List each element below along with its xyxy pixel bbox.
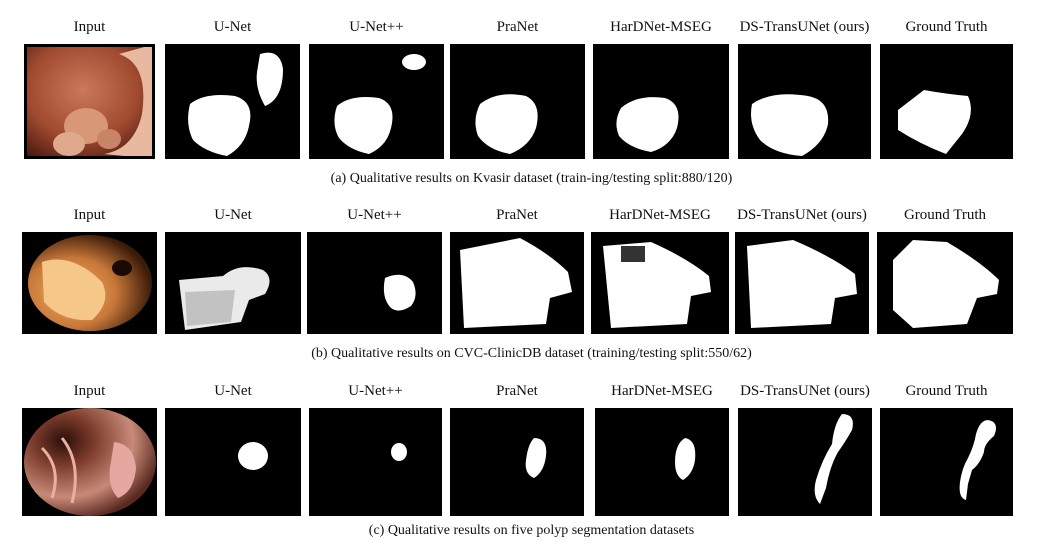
- unetpp-mask: [309, 408, 442, 516]
- dstransunet-cell: DS-TransUNet (ours): [738, 18, 871, 159]
- column-label: PraNet: [496, 383, 538, 399]
- unetpp-mask: [309, 44, 444, 159]
- caption-a: (a) Qualitative results on Kvasir datase…: [330, 171, 733, 186]
- unet-cell: U-Net: [165, 382, 301, 516]
- unet-mask: [165, 232, 301, 334]
- input-cell: Input: [24, 18, 155, 159]
- hardnet-mask: [591, 232, 729, 334]
- dstransunet-mask: [738, 408, 872, 516]
- ground-truth-cell: Ground Truth: [880, 18, 1013, 159]
- input-endoscopy-image: [22, 232, 157, 334]
- column-label: U-Net: [214, 207, 252, 223]
- pranet-mask: [450, 232, 584, 334]
- input-cell: Input: [22, 382, 157, 516]
- ground-truth-mask: [877, 232, 1013, 334]
- column-label: Input: [73, 19, 106, 35]
- column-label: DS-TransUNet (ours): [739, 19, 870, 35]
- hardnet-mask: [593, 44, 729, 159]
- dstransunet-cell: DS-TransUNet (ours): [738, 382, 872, 516]
- dstransunet-mask: [735, 232, 869, 334]
- column-label: U-Net: [214, 383, 252, 399]
- pranet-cell: PraNet: [450, 382, 584, 516]
- column-label: Ground Truth: [903, 207, 987, 223]
- column-label: HarDNet-MSEG: [610, 19, 712, 35]
- ground-truth-cell: Ground Truth: [880, 382, 1013, 516]
- column-label: U-Net: [213, 19, 252, 35]
- column-label: U-Net++: [348, 383, 403, 399]
- column-label: U-Net++: [349, 19, 404, 35]
- column-label: U-Net++: [347, 207, 402, 223]
- column-label: Input: [73, 383, 106, 399]
- unet-cell: U-Net: [165, 206, 301, 334]
- column-label: Input: [73, 207, 106, 223]
- unetpp-cell: U-Net++: [309, 18, 444, 159]
- pranet-cell: PraNet: [450, 206, 584, 334]
- column-label: DS-TransUNet (ours): [737, 207, 867, 223]
- column-label: HarDNet-MSEG: [611, 383, 713, 399]
- column-label: Ground Truth: [905, 19, 988, 35]
- dstransunet-mask: [738, 44, 871, 159]
- dstransunet-cell: DS-TransUNet (ours): [735, 206, 869, 334]
- ground-truth-mask: [880, 408, 1013, 516]
- unet-mask: [165, 44, 300, 159]
- column-label: Ground Truth: [905, 383, 988, 399]
- unetpp-cell: U-Net++: [307, 206, 442, 334]
- pranet-cell: PraNet: [450, 18, 585, 159]
- hardnet-mask: [595, 408, 729, 516]
- unetpp-cell: U-Net++: [309, 382, 442, 516]
- column-label: PraNet: [496, 19, 539, 35]
- column-label: HarDNet-MSEG: [609, 207, 711, 223]
- caption-b: (b) Qualitative results on CVC-ClinicDB …: [311, 346, 752, 361]
- unet-cell: U-Net: [165, 18, 300, 159]
- input-endoscopy-image: [22, 408, 157, 516]
- ground-truth-mask: [880, 44, 1013, 159]
- input-cell: Input: [22, 206, 157, 334]
- hardnet-cell: HarDNet-MSEG: [595, 382, 729, 516]
- column-label: DS-TransUNet (ours): [740, 383, 870, 399]
- ground-truth-cell: Ground Truth: [877, 206, 1013, 334]
- pranet-mask: [450, 44, 585, 159]
- caption-c: (c) Qualitative results on five polyp se…: [368, 523, 695, 538]
- unet-mask: [165, 408, 301, 516]
- hardnet-cell: HarDNet-MSEG: [593, 18, 729, 159]
- unetpp-mask: [307, 232, 442, 334]
- pranet-mask: [450, 408, 584, 516]
- hardnet-cell: HarDNet-MSEG: [591, 206, 729, 334]
- input-endoscopy-image: [24, 44, 155, 159]
- column-label: PraNet: [496, 207, 538, 223]
